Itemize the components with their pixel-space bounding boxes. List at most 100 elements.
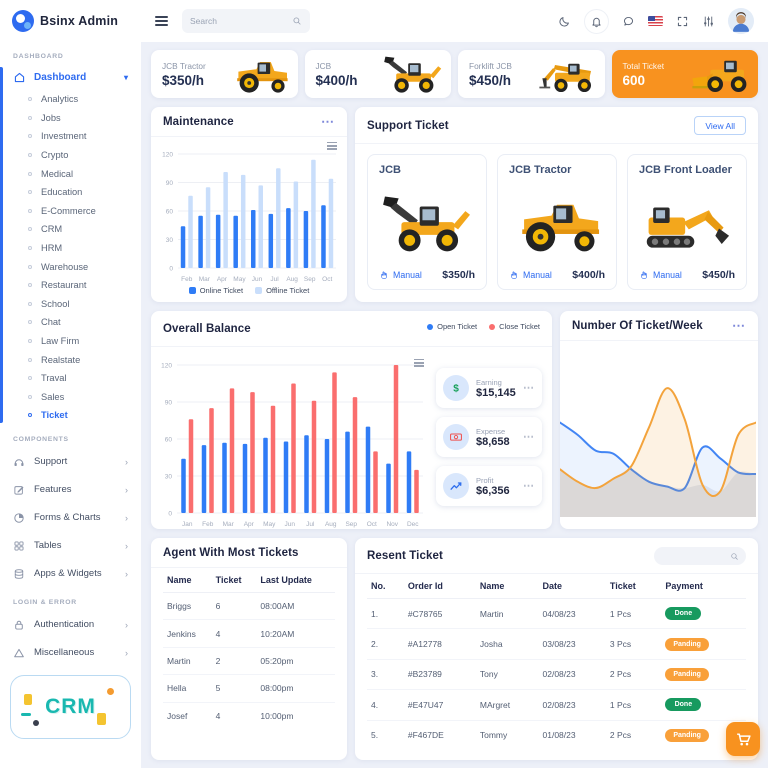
vehicle-image xyxy=(538,63,591,92)
summary-card[interactable]: Total Ticket 600 xyxy=(611,50,758,98)
dark-mode-moon-icon[interactable] xyxy=(558,15,571,28)
view-all-button[interactable]: View All xyxy=(694,116,746,135)
bullet-icon xyxy=(28,227,32,232)
support-ticket-panel: Support Ticket View All JCB Manual $3 xyxy=(355,107,758,302)
support-ticket-card[interactable]: JCB Front Loader Manual $450/h xyxy=(627,154,747,290)
sidebar-item[interactable]: Apps & Widgets › xyxy=(0,560,141,588)
search-input[interactable] xyxy=(190,16,286,26)
stat-icon xyxy=(443,473,469,499)
sidebar-subitem[interactable]: Sales xyxy=(0,388,141,407)
sidebar-item-dashboard[interactable]: Dashboard ▾ xyxy=(0,65,141,90)
bullet-icon xyxy=(28,394,32,399)
chart-toolbar-menu-icon[interactable] xyxy=(414,359,424,367)
svg-text:0: 0 xyxy=(168,511,172,518)
panel-menu-icon[interactable]: ⋯ xyxy=(321,114,335,129)
stat-menu-icon[interactable]: ⋯ xyxy=(523,431,535,443)
sidebar-subitem[interactable]: Crypto xyxy=(0,146,141,165)
sidebar-subitem[interactable]: Analytics xyxy=(0,90,141,109)
ticket-no: 5. xyxy=(371,730,379,741)
equipment-name: JCB xyxy=(379,164,402,176)
support-ticket-card[interactable]: JCB Tractor Manual $400/h xyxy=(497,154,617,290)
sidebar-subitem-label: Crypto xyxy=(41,150,69,161)
equipment-price: $350/h xyxy=(442,269,475,281)
agent-name: Martin xyxy=(163,647,212,676)
sidebar-item-label: Tables xyxy=(34,540,62,552)
sidebar-item[interactable]: Forms & Charts › xyxy=(0,504,141,532)
sidebar-subitem[interactable]: Jobs xyxy=(0,109,141,128)
panel-title: Number Of Ticket/Week xyxy=(572,320,703,332)
manual-link[interactable]: Manual xyxy=(509,270,552,280)
language-flag-icon[interactable] xyxy=(648,16,663,26)
settings-sliders-icon[interactable] xyxy=(702,15,715,28)
agent-name: Hella xyxy=(163,674,212,703)
sidebar-subitem[interactable]: Investment xyxy=(0,127,141,146)
summary-card[interactable]: JCB Tractor $350/h xyxy=(151,50,298,98)
fullscreen-icon[interactable] xyxy=(676,15,689,28)
support-ticket-card[interactable]: JCB Manual $350/h xyxy=(367,154,487,290)
stat-value: $15,145 xyxy=(476,386,516,399)
svg-text:Mar: Mar xyxy=(223,521,235,528)
sidebar-subitem[interactable]: E-Commerce xyxy=(0,202,141,221)
legend-item[interactable]: Close Ticket xyxy=(489,322,540,331)
agent-ticket-count: 2 xyxy=(211,647,257,676)
sidebar-subitem[interactable]: CRM xyxy=(0,220,141,239)
buy-now-cart-button[interactable] xyxy=(726,722,760,756)
sidebar-subitem[interactable]: Medical xyxy=(0,164,141,183)
agent-name: Jenkins xyxy=(163,619,212,648)
manual-label: Manual xyxy=(523,270,552,280)
menu-item-icon xyxy=(13,568,25,580)
sidebar-subitem[interactable]: School xyxy=(0,295,141,314)
user-avatar[interactable] xyxy=(728,8,754,34)
sidebar-subitem[interactable]: Education xyxy=(0,183,141,202)
table-search-input[interactable] xyxy=(654,547,746,565)
stat-card: Earning $15,145 ⋯ xyxy=(436,368,542,408)
table-row: 1. #C78765 Martin 04/08/23 1 Pcs Done xyxy=(367,598,746,630)
search-icon xyxy=(730,552,739,561)
sidebar-subitem[interactable]: Law Firm xyxy=(0,332,141,351)
sidebar-item[interactable]: Support › xyxy=(0,448,141,476)
stat-icon xyxy=(443,424,469,450)
table-row: Martin 2 05:20pm xyxy=(163,647,335,676)
stat-menu-icon[interactable]: ⋯ xyxy=(523,480,535,492)
ticket-date: 02/08/23 xyxy=(538,659,606,691)
panel-menu-icon[interactable]: ⋯ xyxy=(732,318,746,333)
chat-icon[interactable] xyxy=(622,15,635,28)
sidebar-subitem[interactable]: Warehouse xyxy=(0,257,141,276)
sidebar-subitem[interactable]: HRM xyxy=(0,239,141,258)
sidebar-item[interactable]: Features › xyxy=(0,476,141,504)
ticket-name: Tony xyxy=(475,659,539,691)
manual-link[interactable]: Manual xyxy=(639,270,682,280)
menu-item-icon xyxy=(13,512,25,524)
agent-ticket-count: 4 xyxy=(215,710,221,721)
sidebar-item[interactable]: Tables › xyxy=(0,532,141,560)
dashboard-submenu: Analytics Jobs Investment Crypto Medical… xyxy=(0,90,141,425)
stat-menu-icon[interactable]: ⋯ xyxy=(523,382,535,394)
legend-item[interactable]: Online Ticket xyxy=(188,286,243,295)
legend-item[interactable]: Offline Ticket xyxy=(255,286,309,295)
brand[interactable]: Bsinx Admin xyxy=(0,0,141,42)
table-row: 5. #F467DE Tommy 01/08/23 2 Pcs Panding xyxy=(367,720,746,750)
svg-text:Nov: Nov xyxy=(386,521,398,528)
sidebar-subitem[interactable]: Traval xyxy=(0,369,141,388)
summary-card[interactable]: JCB $400/h xyxy=(304,50,451,98)
sidebar-subitem[interactable]: Restaurant xyxy=(0,276,141,295)
chevron-down-icon: ▾ xyxy=(123,73,128,82)
balance-stats: Earning $15,145 ⋯ Expense $8,658 xyxy=(436,351,542,523)
summary-card[interactable]: Forklift JCB $450/h xyxy=(458,50,605,98)
sidebar-subitem[interactable]: Ticket xyxy=(0,406,141,425)
chart-toolbar-menu-icon[interactable] xyxy=(327,142,337,150)
svg-text:Oct: Oct xyxy=(322,276,332,283)
sidebar-item[interactable]: Authentication › xyxy=(0,611,141,639)
notification-bell-button[interactable] xyxy=(584,8,609,34)
bullet-icon xyxy=(28,320,32,325)
ticket-name: Martin xyxy=(475,598,539,630)
sidebar-item-label: Support xyxy=(34,456,68,468)
sidebar-subitem-label: Chat xyxy=(41,317,61,328)
menu-toggle-icon[interactable] xyxy=(151,12,172,30)
legend-item[interactable]: Open Ticket xyxy=(427,322,477,331)
sidebar-item[interactable]: Miscellaneous › xyxy=(0,639,141,667)
legend-marker xyxy=(427,323,434,330)
sidebar-subitem[interactable]: Realstate xyxy=(0,350,141,369)
manual-link[interactable]: Manual xyxy=(379,270,422,280)
sidebar-subitem[interactable]: Chat xyxy=(0,313,141,332)
